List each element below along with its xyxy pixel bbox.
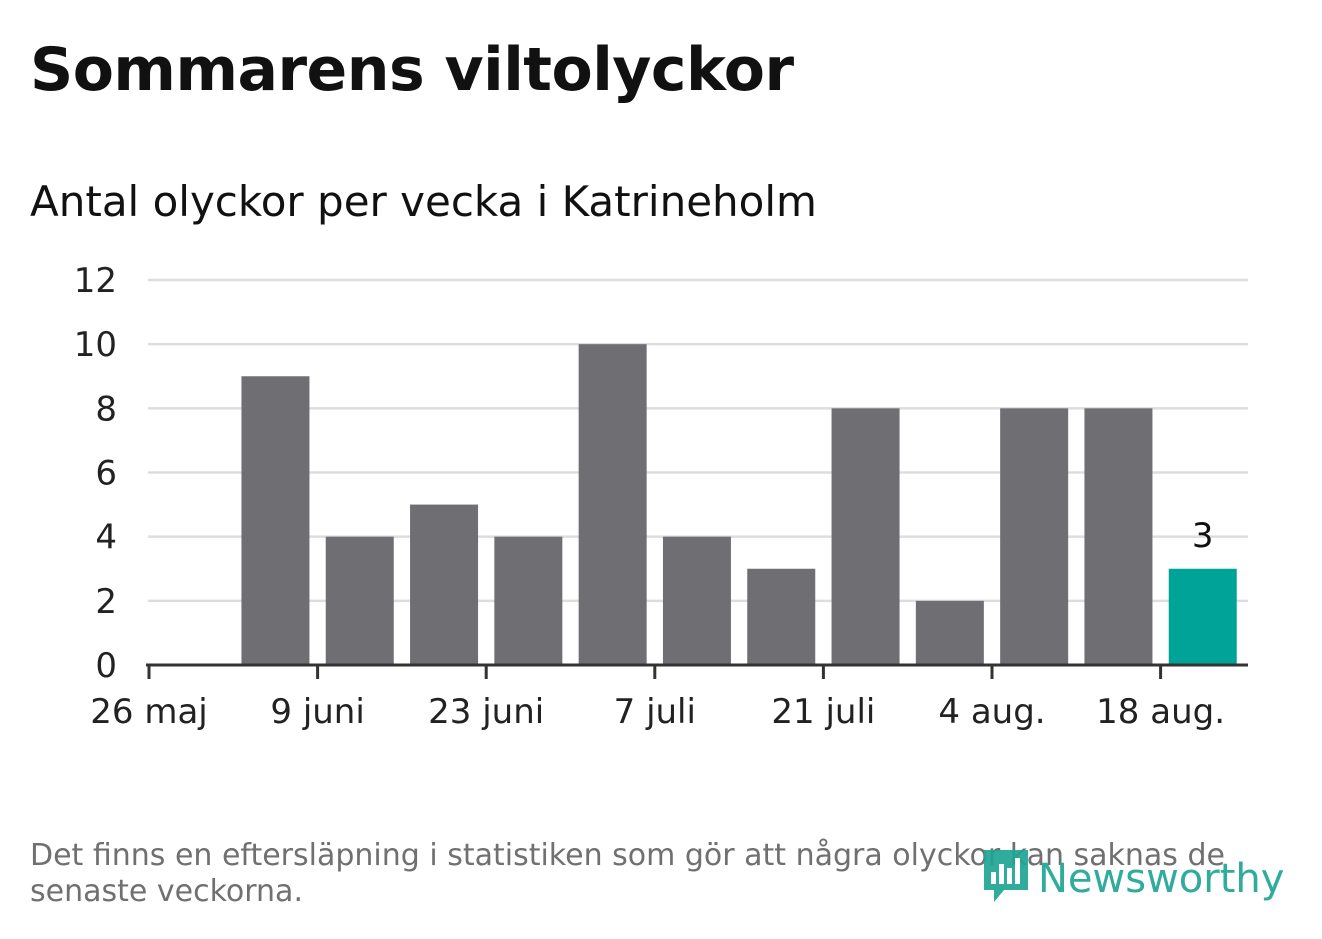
y-tick-label: 0 — [95, 646, 117, 686]
x-tick-label: 18 aug. — [1096, 692, 1225, 732]
y-tick-label: 4 — [95, 518, 117, 558]
value-labels: 3 — [1192, 516, 1214, 556]
bar — [410, 504, 479, 665]
bar — [578, 344, 647, 665]
newsworthy-logo: Newsworthy — [980, 848, 1284, 910]
bar — [662, 536, 731, 665]
bar — [241, 376, 310, 665]
bar — [1000, 408, 1069, 665]
x-axis: 26 maj 9 juni 23 juni 7 juli 21 juli 4 aug. 18… — [90, 663, 1248, 732]
bar — [1084, 408, 1153, 665]
x-tick-label: 4 aug. — [938, 692, 1045, 732]
x-tick-label: 9 juni — [270, 692, 364, 732]
x-tick-label: 7 juli — [614, 692, 696, 732]
bar-value-label: 3 — [1192, 516, 1214, 556]
chart-subtitle: Antal olyckor per vecka i Katrineholm — [30, 177, 817, 226]
bar — [1168, 568, 1237, 665]
bar — [915, 600, 984, 665]
logo-text: Newsworthy — [1038, 856, 1285, 902]
bar — [747, 568, 816, 665]
y-tick-label: 6 — [95, 454, 117, 494]
bars — [241, 344, 1237, 665]
bar — [494, 536, 563, 665]
newsworthy-logo-icon — [980, 846, 1032, 912]
y-tick-label: 12 — [74, 261, 117, 301]
x-tick-label: 26 maj — [90, 692, 207, 732]
x-tick-label: 23 juni — [428, 692, 544, 732]
bar — [325, 536, 394, 665]
chart-title: Sommarens viltolyckor — [30, 35, 794, 105]
y-tick-label: 2 — [95, 582, 117, 622]
y-tick-label: 8 — [95, 389, 117, 429]
x-tick-label: 21 juli — [771, 692, 875, 732]
y-axis-ticks: 0 2 4 6 8 10 12 — [74, 261, 117, 686]
y-tick-label: 10 — [74, 325, 117, 365]
bar — [831, 408, 900, 665]
